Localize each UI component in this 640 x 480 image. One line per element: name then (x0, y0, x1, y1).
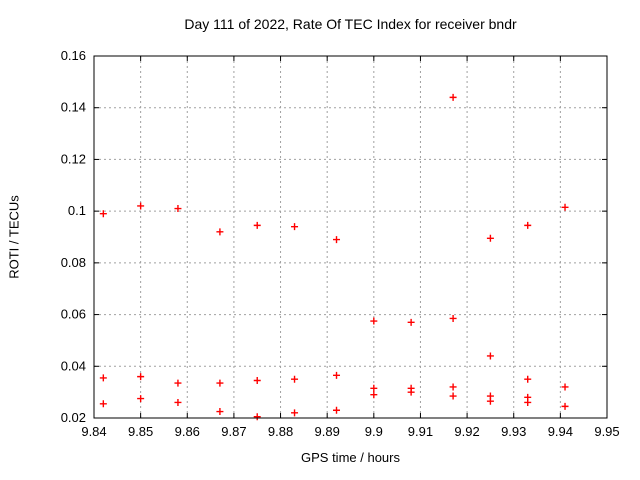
data-point (449, 93, 457, 101)
data-point (174, 205, 182, 213)
data-point (216, 408, 224, 416)
y-tick-label: 0.02 (61, 410, 86, 425)
plot-area: 9.84 9.85 9.86 9.87 9.88 9.89 9.9 9.91 9.92 9.93 9… (61, 48, 620, 439)
x-tick-label: 9.85 (128, 424, 153, 439)
chart-title: Day 111 of 2022, Rate Of TEC Index for r… (184, 16, 517, 32)
x-tick-label: 9.88 (268, 424, 293, 439)
x-tick-label: 9.84 (81, 424, 106, 439)
tick-layer (93, 55, 608, 419)
data-point (449, 314, 457, 322)
data-point (291, 375, 299, 383)
x-tick-label: 9.92 (454, 424, 479, 439)
data-point (333, 406, 341, 414)
data-point (99, 374, 107, 382)
x-tick-label: 9.87 (221, 424, 246, 439)
data-point (370, 317, 378, 325)
data-point (99, 210, 107, 218)
x-tick-label: 9.94 (548, 424, 573, 439)
data-point (291, 223, 299, 231)
data-point (291, 409, 299, 417)
y-tick-label: 0.12 (61, 151, 86, 166)
y-tick-label: 0.16 (61, 48, 86, 63)
data-point (99, 400, 107, 408)
x-tick-label: 9.95 (594, 424, 619, 439)
data-point (407, 318, 415, 326)
x-tick-label: 9.93 (501, 424, 526, 439)
data-point (561, 383, 569, 391)
data-point (253, 377, 261, 385)
data-point (407, 388, 415, 396)
data-point (524, 375, 532, 383)
x-tick-label: 9.89 (315, 424, 340, 439)
data-point (449, 392, 457, 400)
tick-label-layer: 9.84 9.85 9.86 9.87 9.88 9.89 9.9 9.91 9.92 9.93 9… (61, 48, 620, 439)
data-point (486, 234, 494, 242)
data-point (216, 379, 224, 387)
points-layer (99, 93, 569, 421)
data-point (174, 379, 182, 387)
x-tick-label: 9.9 (365, 424, 383, 439)
data-point (333, 371, 341, 379)
axes-frame (93, 55, 608, 419)
data-point (333, 236, 341, 244)
data-point (486, 397, 494, 405)
plot-border (93, 55, 608, 419)
y-tick-label: 0.06 (61, 307, 86, 322)
y-tick-label: 0.1 (68, 203, 86, 218)
y-tick-label: 0.04 (61, 358, 86, 373)
y-tick-label: 0.14 (61, 100, 86, 115)
data-point (561, 402, 569, 410)
data-point (486, 352, 494, 360)
data-point (561, 203, 569, 211)
x-tick-label: 9.86 (175, 424, 200, 439)
x-tick-label: 9.91 (408, 424, 433, 439)
x-axis-label: GPS time / hours (301, 450, 400, 465)
data-point (524, 398, 532, 406)
data-point (524, 221, 532, 229)
data-point (370, 391, 378, 399)
data-point (137, 373, 145, 381)
y-axis-label: ROTI / TECUs (6, 195, 22, 279)
y-tick-label: 0.08 (61, 255, 86, 270)
data-point (174, 398, 182, 406)
data-point (370, 384, 378, 392)
data-point (216, 228, 224, 236)
data-point (137, 202, 145, 210)
data-point (253, 221, 261, 229)
data-point (449, 383, 457, 391)
grid-layer (93, 55, 608, 419)
data-point (253, 413, 261, 421)
data-point (137, 395, 145, 403)
